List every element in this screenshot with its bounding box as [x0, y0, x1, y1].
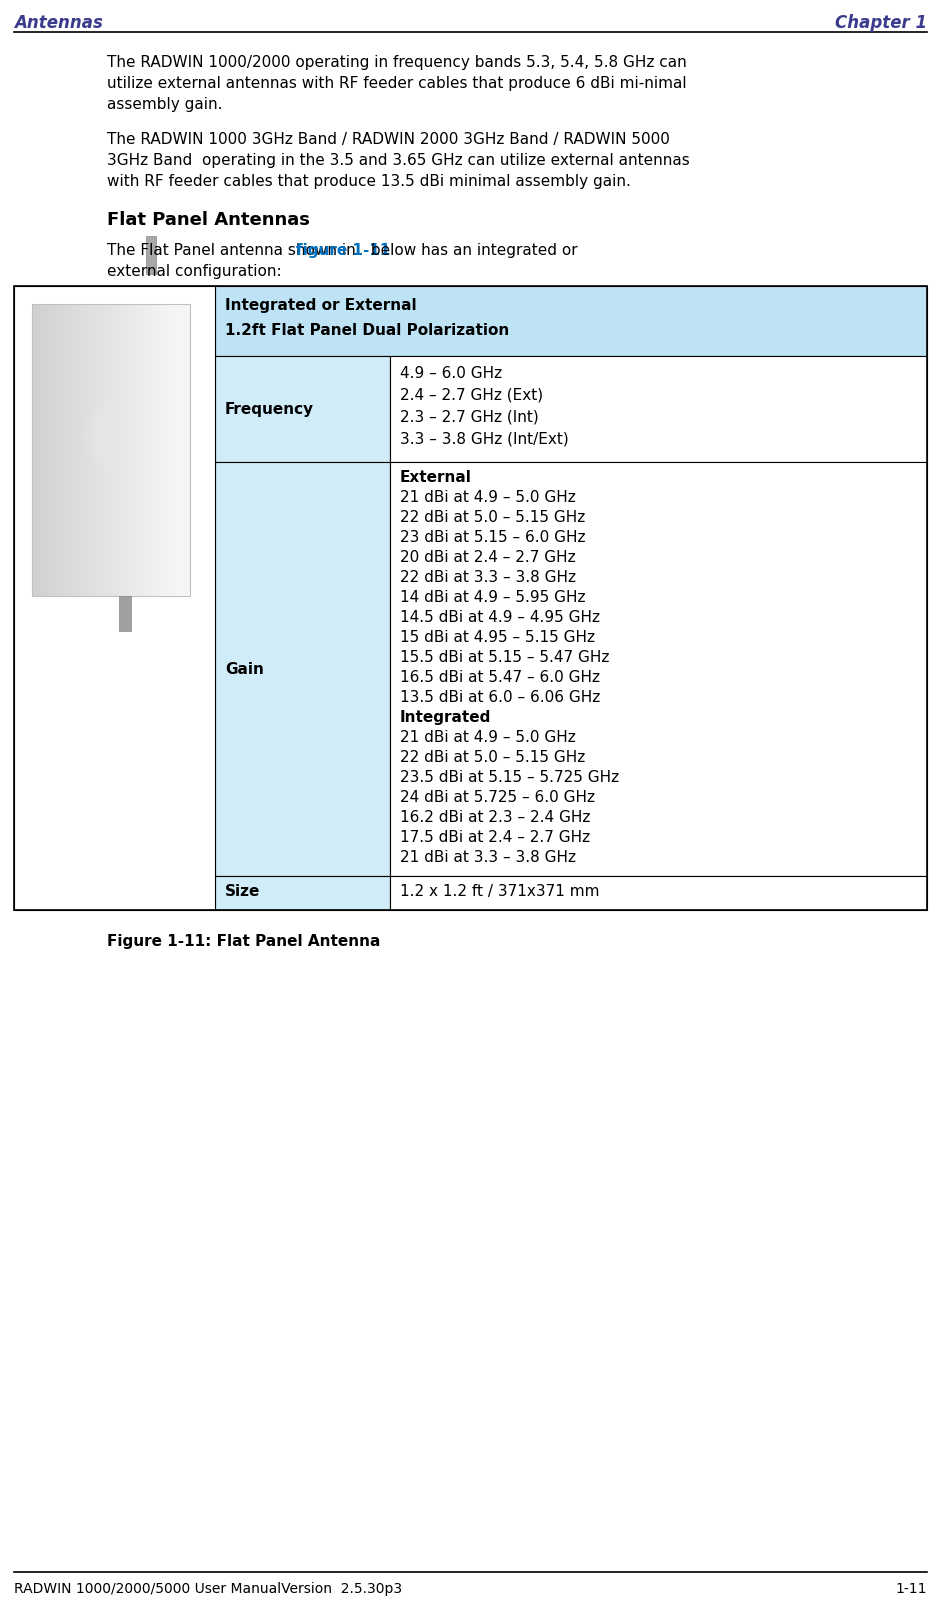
Text: 3GHz Band  operating in the 3.5 and 3.65 GHz can utilize external antennas: 3GHz Band operating in the 3.5 and 3.65 … — [107, 152, 690, 168]
Text: Size: Size — [225, 884, 261, 898]
Text: Flat Panel Antennas: Flat Panel Antennas — [107, 212, 310, 229]
Bar — [390, 462, 927, 876]
Text: 16.2 dBi at 2.3 – 2.4 GHz: 16.2 dBi at 2.3 – 2.4 GHz — [400, 810, 590, 824]
Text: 22 dBi at 5.0 – 5.15 GHz: 22 dBi at 5.0 – 5.15 GHz — [400, 510, 585, 525]
Bar — [390, 356, 927, 462]
Bar — [64, 305, 72, 597]
Text: 16.5 dBi at 5.47 – 6.0 GHz: 16.5 dBi at 5.47 – 6.0 GHz — [400, 670, 600, 685]
Bar — [56, 305, 64, 597]
Bar — [111, 305, 119, 597]
Text: 23 dBi at 5.15 – 6.0 GHz: 23 dBi at 5.15 – 6.0 GHz — [400, 529, 585, 545]
Bar — [174, 305, 183, 597]
Text: Gain: Gain — [225, 662, 263, 677]
Text: 21 dBi at 4.9 – 5.0 GHz: 21 dBi at 4.9 – 5.0 GHz — [400, 730, 576, 744]
Text: The RADWIN 1000 3GHz Band / RADWIN 2000 3GHz Band / RADWIN 5000: The RADWIN 1000 3GHz Band / RADWIN 2000 … — [107, 132, 670, 148]
Text: External: External — [400, 470, 471, 484]
Text: 13.5 dBi at 6.0 – 6.06 GHz: 13.5 dBi at 6.0 – 6.06 GHz — [400, 690, 600, 706]
Bar — [14, 286, 215, 909]
Bar — [79, 305, 88, 597]
Text: The Flat Panel antenna shown in: The Flat Panel antenna shown in — [107, 242, 360, 258]
Bar — [215, 462, 390, 876]
Text: 4.9 – 6.0 GHz: 4.9 – 6.0 GHz — [400, 366, 502, 382]
Text: 22 dBi at 3.3 – 3.8 GHz: 22 dBi at 3.3 – 3.8 GHz — [400, 569, 576, 585]
Bar — [32, 305, 190, 597]
Text: external configuration:: external configuration: — [107, 265, 281, 279]
Text: Frequency: Frequency — [225, 403, 314, 417]
Bar — [14, 286, 927, 909]
Bar — [32, 305, 190, 597]
Bar — [146, 236, 156, 274]
Text: 24 dBi at 5.725 – 6.0 GHz: 24 dBi at 5.725 – 6.0 GHz — [400, 791, 595, 805]
Bar — [40, 305, 48, 597]
Text: with RF feeder cables that produce 13.5 dBi minimal assembly gain.: with RF feeder cables that produce 13.5 … — [107, 173, 630, 189]
Text: 14 dBi at 4.9 – 5.95 GHz: 14 dBi at 4.9 – 5.95 GHz — [400, 590, 585, 605]
Text: 14.5 dBi at 4.9 – 4.95 GHz: 14.5 dBi at 4.9 – 4.95 GHz — [400, 610, 600, 626]
Bar — [32, 305, 40, 597]
Text: 1.2 x 1.2 ft / 371x371 mm: 1.2 x 1.2 ft / 371x371 mm — [400, 884, 599, 898]
Text: below has an integrated or: below has an integrated or — [366, 242, 578, 258]
Bar — [95, 305, 104, 597]
Text: Chapter 1: Chapter 1 — [835, 14, 927, 32]
Text: 17.5 dBi at 2.4 – 2.7 GHz: 17.5 dBi at 2.4 – 2.7 GHz — [400, 829, 590, 845]
Text: Antennas: Antennas — [14, 14, 103, 32]
Bar — [48, 305, 56, 597]
Text: Integrated or External: Integrated or External — [225, 298, 417, 313]
Bar — [215, 356, 390, 462]
Text: RADWIN 1000/2000/5000 User ManualVersion  2.5.30p3: RADWIN 1000/2000/5000 User ManualVersion… — [14, 1582, 402, 1596]
Bar — [390, 876, 927, 909]
Bar — [215, 286, 927, 356]
Bar — [390, 462, 927, 876]
Text: 1.2ft Flat Panel Dual Polarization: 1.2ft Flat Panel Dual Polarization — [225, 322, 509, 338]
Text: Figure 1-11: Flat Panel Antenna: Figure 1-11: Flat Panel Antenna — [107, 934, 380, 950]
Bar — [390, 876, 927, 909]
Bar — [215, 876, 390, 909]
Bar — [390, 356, 927, 462]
Text: The RADWIN 1000/2000 operating in frequency bands 5.3, 5.4, 5.8 GHz can: The RADWIN 1000/2000 operating in freque… — [107, 55, 687, 71]
Bar — [158, 305, 167, 597]
Bar — [167, 305, 174, 597]
Bar — [14, 286, 215, 909]
Bar — [215, 356, 390, 462]
Bar — [72, 305, 79, 597]
Text: 21 dBi at 3.3 – 3.8 GHz: 21 dBi at 3.3 – 3.8 GHz — [400, 850, 576, 865]
Text: 21 dBi at 4.9 – 5.0 GHz: 21 dBi at 4.9 – 5.0 GHz — [400, 489, 576, 505]
Text: utilize external antennas with RF feeder cables that produce 6 dBi mi-nimal: utilize external antennas with RF feeder… — [107, 75, 687, 91]
Bar — [215, 286, 927, 356]
Text: 20 dBi at 2.4 – 2.7 GHz: 20 dBi at 2.4 – 2.7 GHz — [400, 550, 576, 565]
Bar — [88, 305, 95, 597]
Text: figure 1-11: figure 1-11 — [296, 242, 391, 258]
Bar — [127, 305, 135, 597]
Bar — [104, 305, 111, 597]
Text: Integrated: Integrated — [400, 711, 491, 725]
Bar — [143, 305, 151, 597]
Bar — [215, 462, 390, 876]
Text: 22 dBi at 5.0 – 5.15 GHz: 22 dBi at 5.0 – 5.15 GHz — [400, 751, 585, 765]
Text: 15.5 dBi at 5.15 – 5.47 GHz: 15.5 dBi at 5.15 – 5.47 GHz — [400, 650, 610, 666]
Text: 23.5 dBi at 5.15 – 5.725 GHz: 23.5 dBi at 5.15 – 5.725 GHz — [400, 770, 619, 784]
Text: 3.3 – 3.8 GHz (Int/Ext): 3.3 – 3.8 GHz (Int/Ext) — [400, 431, 568, 448]
Text: 1-11: 1-11 — [896, 1582, 927, 1596]
Bar — [215, 876, 390, 909]
Bar — [183, 305, 190, 597]
Bar — [119, 597, 131, 630]
Bar — [119, 305, 127, 597]
Bar — [135, 305, 143, 597]
Text: assembly gain.: assembly gain. — [107, 96, 222, 112]
Bar — [151, 305, 158, 597]
Text: 2.4 – 2.7 GHz (Ext): 2.4 – 2.7 GHz (Ext) — [400, 388, 543, 403]
Text: 15 dBi at 4.95 – 5.15 GHz: 15 dBi at 4.95 – 5.15 GHz — [400, 630, 595, 645]
Text: 2.3 – 2.7 GHz (Int): 2.3 – 2.7 GHz (Int) — [400, 411, 539, 425]
